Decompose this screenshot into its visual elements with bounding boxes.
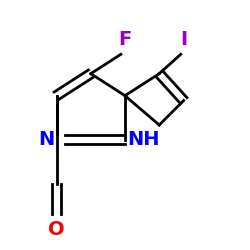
Text: I: I: [180, 30, 187, 49]
Text: O: O: [48, 220, 65, 239]
Text: N: N: [38, 130, 54, 149]
Text: NH: NH: [128, 130, 160, 149]
Text: F: F: [118, 30, 132, 49]
